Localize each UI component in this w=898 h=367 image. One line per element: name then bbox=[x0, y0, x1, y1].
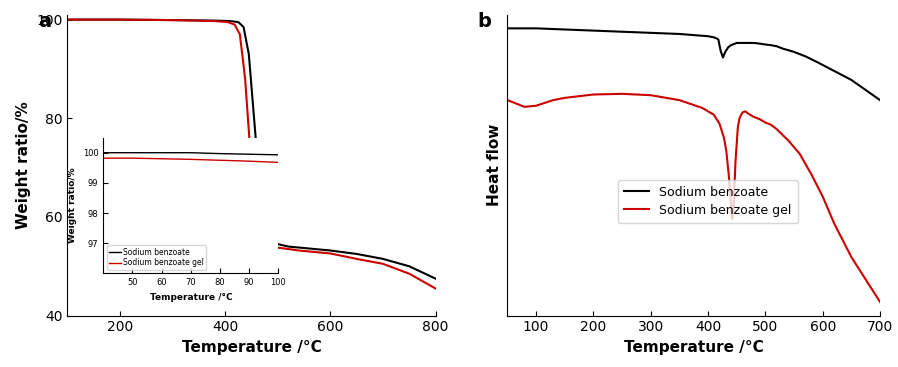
Y-axis label: Weight ratio/%: Weight ratio/% bbox=[68, 168, 77, 243]
Legend: Sodium benzoate, Sodium benzoate gel: Sodium benzoate, Sodium benzoate gel bbox=[618, 179, 797, 223]
X-axis label: Temperature /°C: Temperature /°C bbox=[149, 293, 233, 302]
Text: b: b bbox=[478, 12, 491, 31]
X-axis label: Temperature /°C: Temperature /°C bbox=[624, 340, 763, 355]
Text: a: a bbox=[38, 12, 51, 31]
X-axis label: Temperature /°C: Temperature /°C bbox=[181, 340, 321, 355]
Y-axis label: Weight ratio/%: Weight ratio/% bbox=[15, 101, 31, 229]
Y-axis label: Heat flow: Heat flow bbox=[487, 124, 502, 206]
Legend: Sodium benzoate, Sodium benzoate gel: Sodium benzoate, Sodium benzoate gel bbox=[107, 246, 207, 270]
